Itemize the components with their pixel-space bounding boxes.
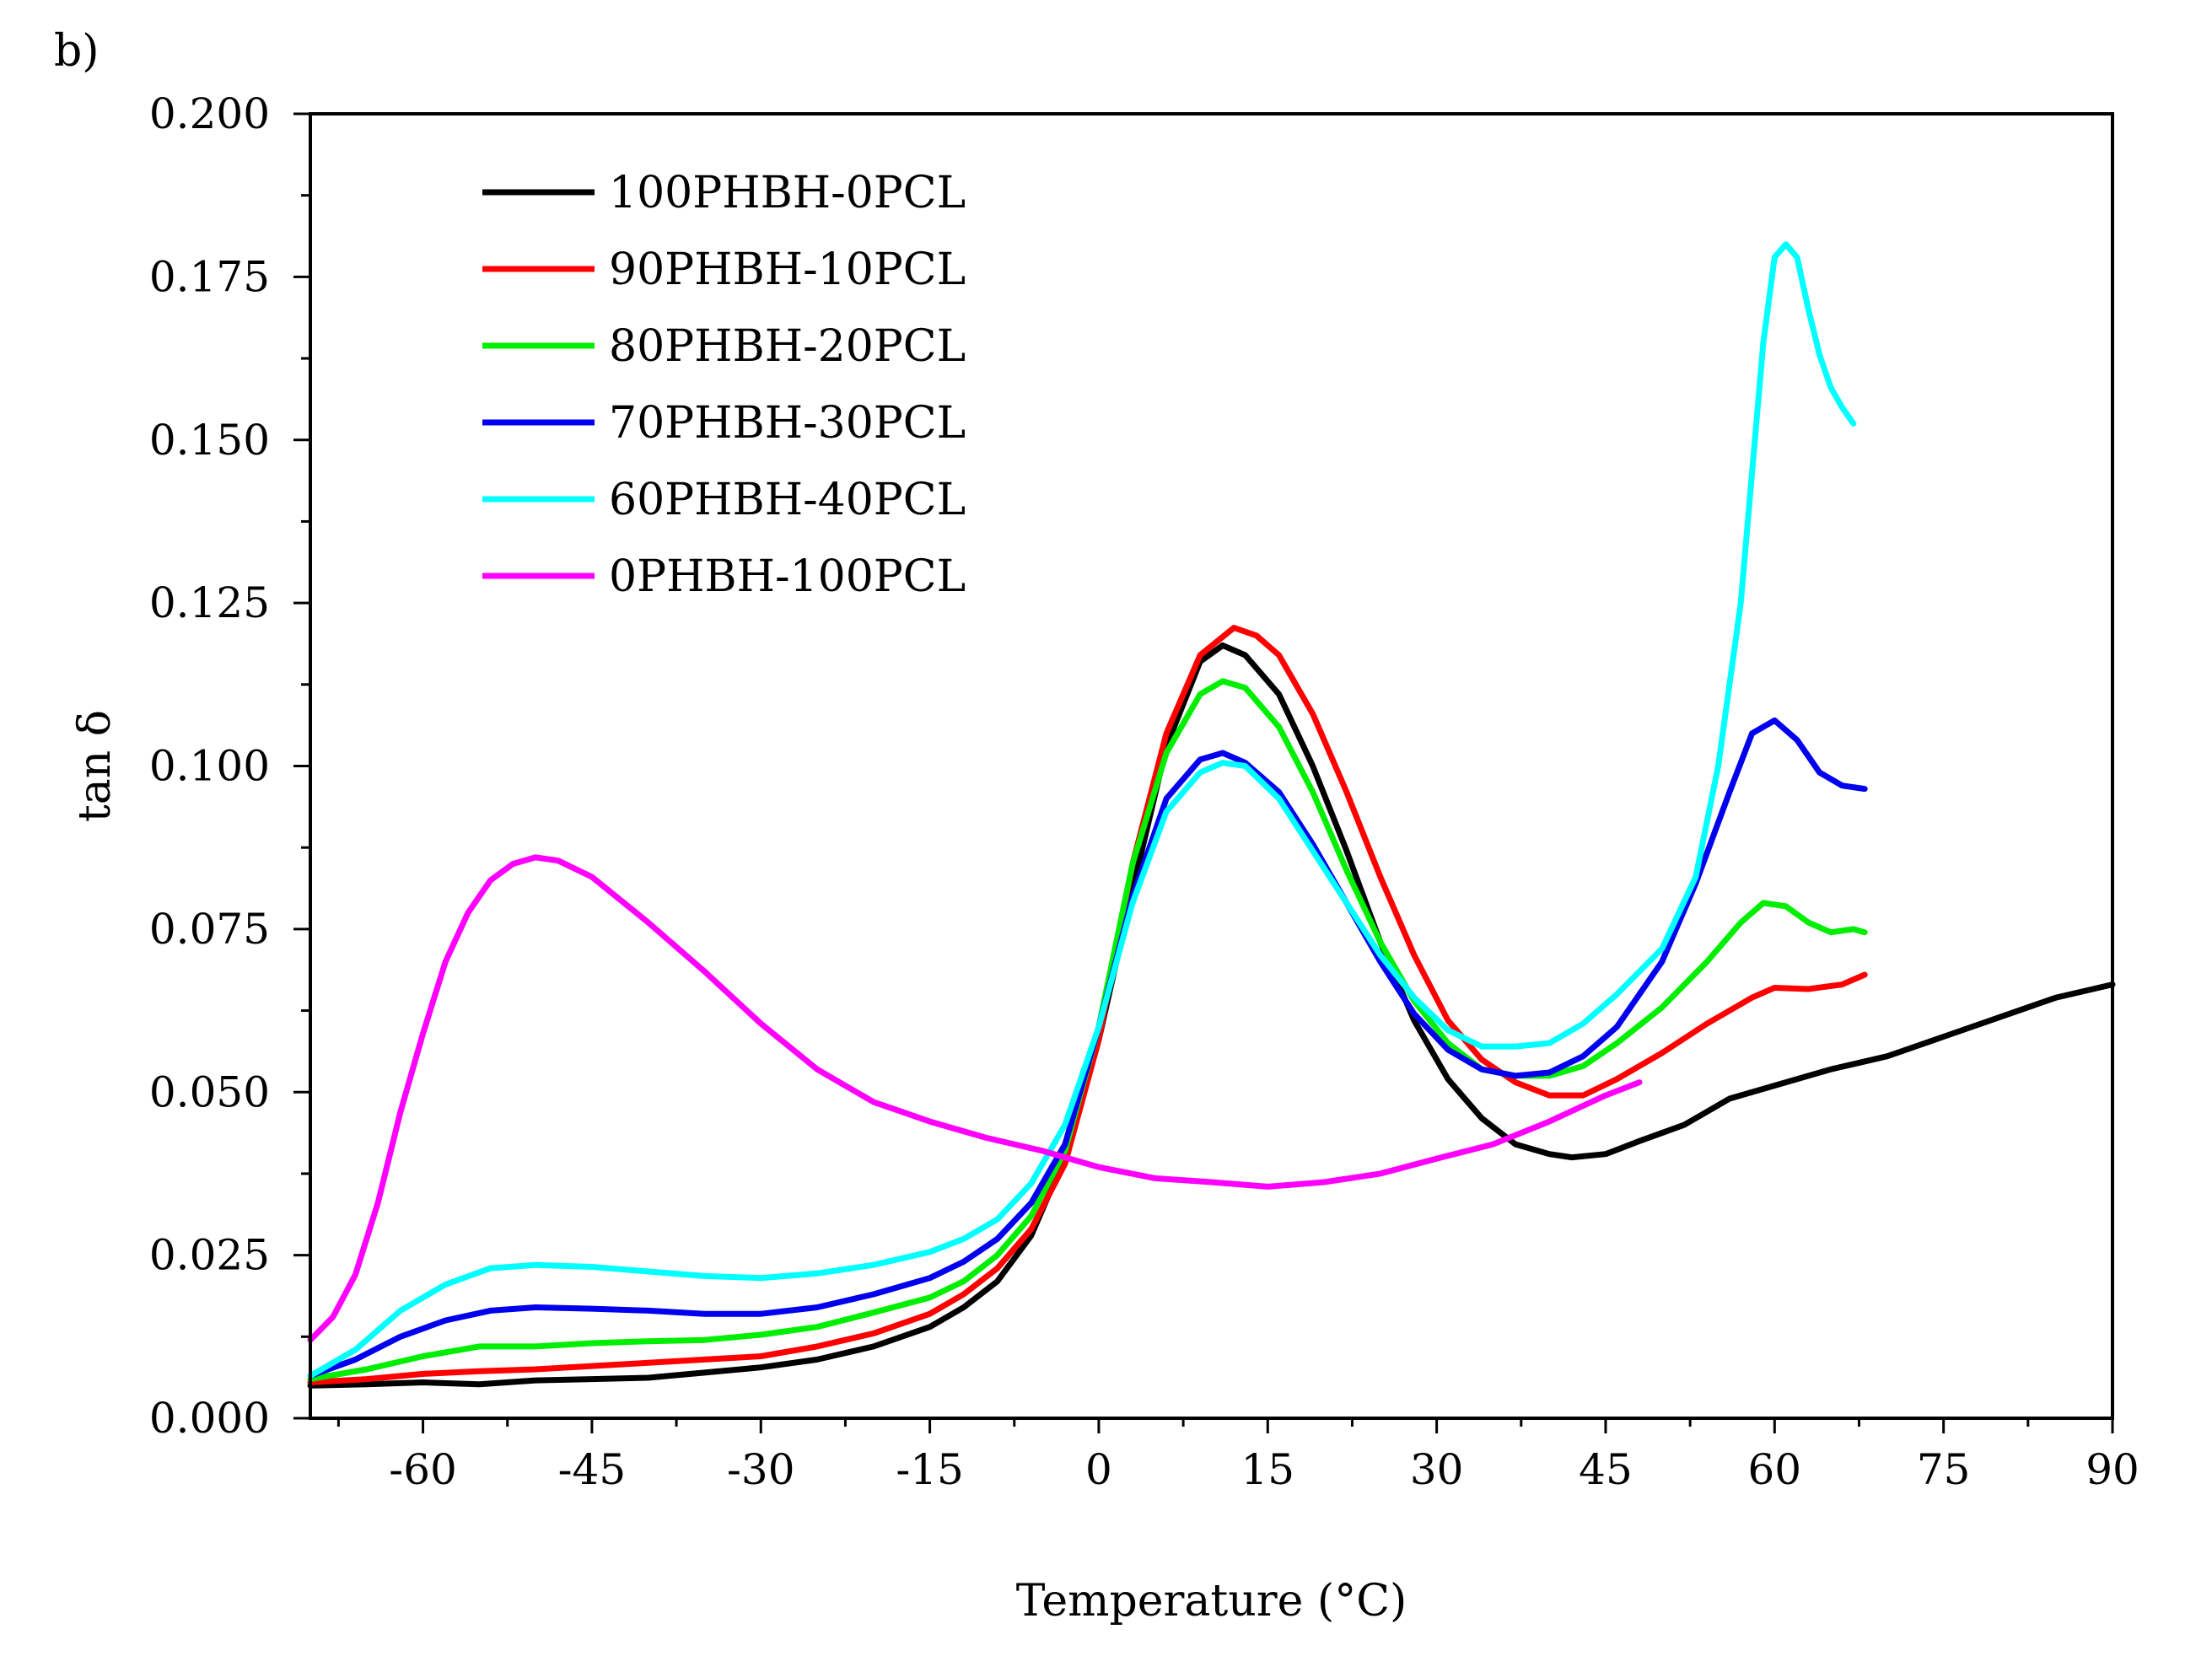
legend: 100PHBH-0PCL 90PHBH-10PCL 80PHBH-20PCL 70PH… xyxy=(482,168,966,602)
series-line-4 xyxy=(307,717,1868,1379)
x-axis-title: Temperature (°C) xyxy=(1016,1576,1407,1626)
series-line-6 xyxy=(307,854,1643,1343)
x-tick-label: -45 xyxy=(558,1445,627,1494)
x-tick-label: -15 xyxy=(896,1445,964,1494)
legend-label-2: 90PHBH-10PCL xyxy=(609,245,966,295)
series-group xyxy=(307,241,2116,1389)
legend-label-4: 70PHBH-30PCL xyxy=(609,398,966,449)
series-line-2 xyxy=(307,625,1868,1385)
y-tick-label: 0.175 xyxy=(149,252,270,301)
legend-label-6: 0PHBH-100PCL xyxy=(609,551,966,602)
x-axis: -60 -45 -30 -15 0 15 30 45 60 75 90 xyxy=(336,1418,2139,1494)
y-axis-title: tan δ xyxy=(70,710,121,822)
legend-label-1: 100PHBH-0PCL xyxy=(609,168,966,218)
panel-label: b) xyxy=(54,26,100,77)
y-tick-label: 0.125 xyxy=(149,578,270,627)
legend-label-5: 60PHBH-40PCL xyxy=(609,475,966,525)
y-tick-label: 0.200 xyxy=(149,89,270,138)
x-tick-label: 90 xyxy=(2086,1445,2139,1494)
y-tick-label: 0.075 xyxy=(149,905,270,954)
x-tick-label: 60 xyxy=(1748,1445,1802,1494)
series-line-1 xyxy=(307,642,2116,1389)
y-tick-label: 0.150 xyxy=(149,416,270,465)
x-tick-label: -60 xyxy=(389,1445,457,1494)
y-tick-label: 0.100 xyxy=(149,742,270,791)
x-tick-label: 30 xyxy=(1410,1445,1464,1494)
series-line-5 xyxy=(307,241,1857,1379)
x-tick-label: 0 xyxy=(1085,1445,1112,1494)
x-tick-label: 45 xyxy=(1579,1445,1633,1494)
legend-label-3: 80PHBH-20PCL xyxy=(609,321,966,372)
y-tick-label: 0.025 xyxy=(149,1231,270,1280)
x-tick-label: -30 xyxy=(727,1445,795,1494)
series-line-3 xyxy=(307,678,1868,1383)
x-tick-label: 75 xyxy=(1917,1445,1971,1494)
y-tick-label: 0.000 xyxy=(149,1394,270,1443)
y-tick-label: 0.050 xyxy=(149,1067,270,1116)
x-tick-label: 15 xyxy=(1241,1445,1294,1494)
y-axis: 0.000 0.025 0.050 0.075 0.100 0.125 0.150 0.175… xyxy=(149,89,310,1443)
